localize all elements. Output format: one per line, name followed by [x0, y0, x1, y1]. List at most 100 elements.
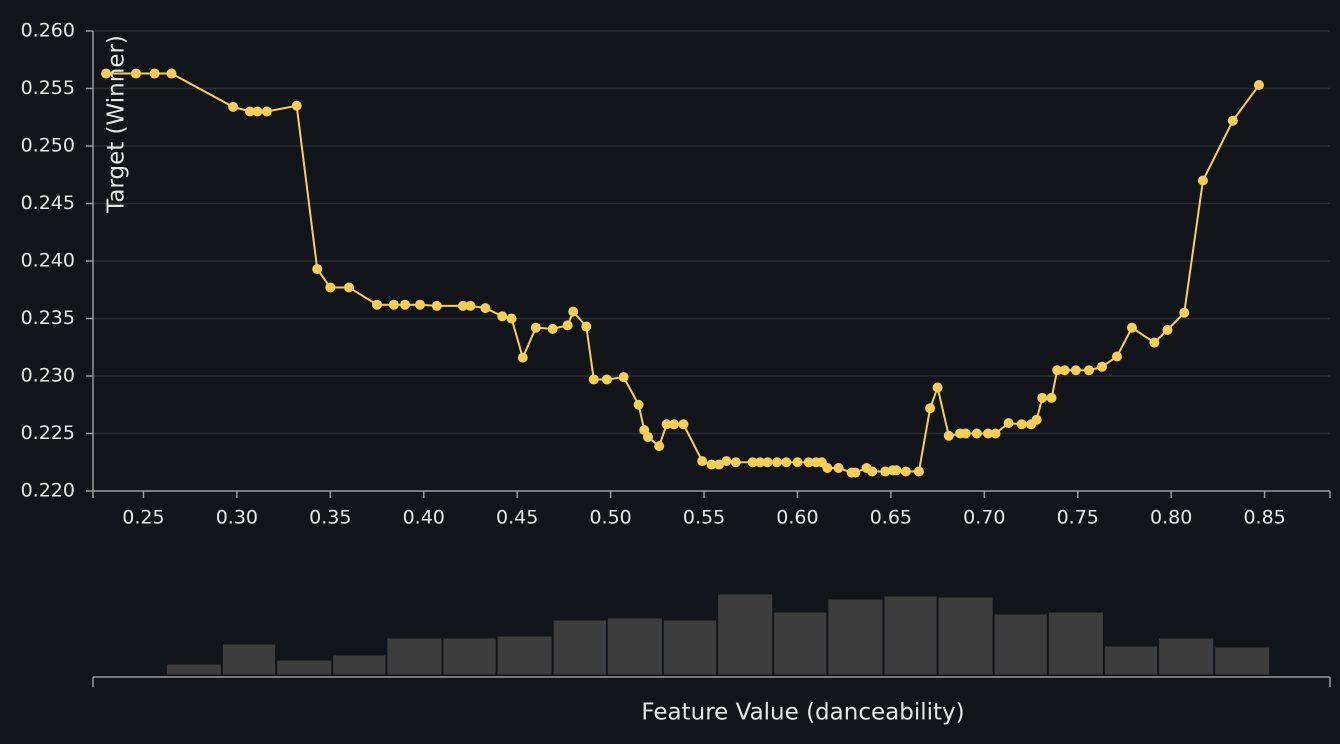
hist-bar	[993, 613, 1048, 676]
point	[547, 323, 558, 334]
point	[781, 457, 792, 468]
point	[291, 100, 302, 111]
hist-bar	[442, 637, 497, 676]
y-tick-label: 0.240	[21, 250, 75, 272]
y-tick-label: 0.255	[21, 77, 75, 99]
point	[372, 299, 383, 310]
y-tick-label: 0.220	[21, 480, 75, 502]
point	[343, 282, 354, 293]
point	[228, 101, 239, 112]
y-tick-label: 0.235	[21, 307, 75, 329]
point	[1149, 337, 1160, 348]
point	[325, 282, 336, 293]
point	[1003, 418, 1014, 429]
point	[166, 68, 177, 79]
point	[400, 299, 411, 310]
point	[669, 419, 680, 430]
x-tick-label: 0.25	[122, 507, 164, 529]
point	[252, 106, 263, 117]
point	[1111, 351, 1122, 362]
point	[415, 299, 426, 310]
point	[149, 68, 160, 79]
hist-bar	[332, 654, 387, 676]
point	[633, 399, 644, 410]
point	[925, 403, 936, 414]
point	[1016, 419, 1027, 430]
point	[1031, 414, 1042, 425]
hist-bar	[662, 619, 718, 676]
hist-bar	[276, 659, 333, 676]
point	[1126, 322, 1137, 333]
point	[530, 322, 541, 333]
y-tick-label: 0.245	[21, 192, 75, 214]
hist-bar	[221, 643, 277, 676]
point	[1083, 365, 1094, 376]
point	[618, 372, 629, 383]
y-axis-title: Target (Winner)	[104, 35, 130, 214]
point	[721, 456, 732, 467]
point	[1253, 80, 1264, 91]
point	[517, 352, 528, 363]
hist-bar	[773, 611, 828, 676]
point	[1052, 365, 1063, 376]
point	[568, 306, 579, 317]
point	[943, 430, 954, 441]
hist-bar	[606, 617, 663, 676]
point	[1162, 325, 1173, 335]
x-tick-label: 0.30	[216, 507, 258, 529]
point	[661, 419, 672, 430]
point	[101, 68, 112, 79]
point	[971, 428, 982, 439]
x-tick-label: 0.85	[1243, 507, 1285, 529]
x-tick-label: 0.65	[870, 507, 912, 529]
hist-bar	[496, 635, 553, 676]
point	[465, 300, 476, 311]
point	[1070, 365, 1081, 376]
point	[562, 320, 573, 331]
point	[730, 457, 741, 468]
x-tick-label: 0.45	[496, 507, 538, 529]
hist-bar	[883, 595, 938, 676]
point	[1097, 361, 1108, 372]
x-tick-label: 0.80	[1150, 507, 1192, 529]
point	[457, 300, 468, 311]
hist-bar	[717, 593, 774, 676]
point	[581, 321, 592, 332]
point	[706, 459, 717, 470]
x-tick-label: 0.35	[309, 507, 351, 529]
point	[601, 374, 612, 385]
point	[1037, 392, 1048, 403]
point	[678, 419, 689, 430]
point	[762, 457, 773, 468]
hist-bar	[827, 598, 884, 676]
y-tick-label: 0.260	[21, 20, 75, 42]
point	[497, 311, 508, 322]
point	[932, 382, 943, 393]
point	[130, 68, 141, 79]
hist-bar	[1047, 611, 1104, 676]
point	[506, 313, 517, 324]
x-tick-label: 0.75	[1057, 507, 1099, 529]
point	[312, 264, 323, 275]
point	[588, 374, 599, 385]
point	[891, 465, 902, 476]
point	[900, 466, 911, 477]
point	[747, 457, 758, 468]
point	[990, 428, 1001, 439]
hist-bar	[1158, 637, 1215, 676]
y-tick-label: 0.225	[21, 422, 75, 444]
point	[983, 428, 994, 439]
point	[431, 300, 442, 311]
point	[833, 463, 844, 473]
x-tick-label: 0.50	[589, 507, 631, 529]
point	[1227, 115, 1238, 126]
hist-bar	[552, 619, 607, 676]
point	[880, 466, 891, 477]
point	[822, 463, 833, 473]
point	[850, 467, 861, 478]
x-tick-label: 0.70	[963, 507, 1005, 529]
hist-bar	[937, 596, 994, 676]
point	[1046, 392, 1057, 403]
point	[755, 457, 766, 468]
